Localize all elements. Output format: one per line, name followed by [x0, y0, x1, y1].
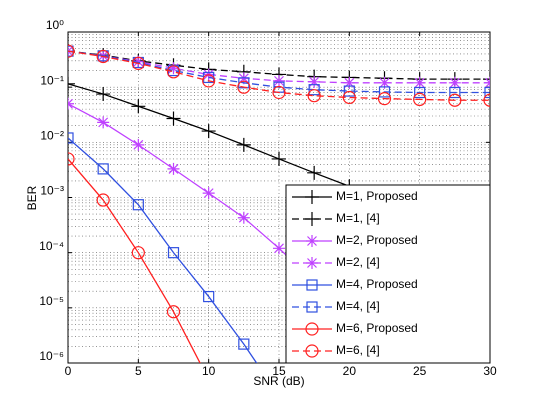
data-point — [202, 74, 216, 88]
y-tick-label: 10⁰ — [46, 18, 64, 32]
data-point — [237, 211, 250, 224]
legend-label: M=6, [4] — [336, 343, 380, 357]
data-point — [272, 151, 286, 166]
x-tick-label: 0 — [65, 364, 72, 378]
y-tick-label: 10⁻⁶ — [39, 349, 64, 363]
series-line — [68, 50, 490, 94]
data-point — [483, 93, 490, 107]
data-point — [131, 56, 145, 70]
data-point — [236, 137, 251, 152]
data-point — [132, 199, 144, 211]
data-point — [68, 97, 74, 110]
x-tick-label: 25 — [413, 364, 427, 378]
data-point — [68, 44, 75, 58]
data-point — [308, 84, 320, 96]
data-point — [68, 76, 75, 91]
data-point — [378, 86, 391, 98]
legend-label: M=2, [4] — [336, 255, 380, 269]
data-point — [307, 89, 321, 103]
data-point — [166, 305, 181, 319]
data-point — [166, 65, 181, 79]
data-point — [68, 152, 75, 166]
data-point — [96, 87, 111, 102]
x-tick-label: 20 — [343, 364, 357, 378]
legend-label: M=1, [4] — [336, 211, 380, 225]
legend-marker — [306, 257, 318, 269]
data-point — [414, 86, 426, 99]
data-point — [343, 76, 356, 89]
legend-marker — [306, 279, 318, 291]
data-point — [166, 111, 181, 126]
y-tick-label: 10⁻⁵ — [39, 294, 64, 308]
legend-label: M=2, Proposed — [336, 233, 418, 247]
x-axis-label: SNR (dB) — [253, 374, 304, 388]
data-point — [274, 391, 284, 401]
data-point — [167, 162, 180, 175]
legend-label: M=1, Proposed — [336, 189, 418, 203]
data-point — [131, 246, 145, 260]
x-tick-label: 5 — [135, 364, 142, 378]
data-point — [167, 62, 180, 75]
y-tick-label: 10⁻³ — [40, 184, 64, 198]
data-point — [167, 247, 180, 259]
data-point — [201, 124, 216, 139]
x-tick-label: 10 — [202, 364, 216, 378]
series-line — [68, 137, 258, 363]
data-point — [132, 138, 145, 151]
data-point — [237, 80, 251, 94]
data-point — [238, 338, 250, 350]
x-tick-label: 15 — [272, 364, 286, 378]
y-axis-label: BER — [25, 185, 39, 210]
legend-label: M=6, Proposed — [336, 321, 418, 335]
legend-label: M=4, [4] — [336, 299, 380, 313]
series-line — [68, 50, 490, 101]
data-point — [202, 187, 215, 200]
data-point — [307, 165, 322, 180]
y-tick-label: 10⁻¹ — [40, 73, 64, 87]
legend-marker — [306, 301, 318, 313]
legend-marker — [305, 212, 319, 226]
data-point — [96, 49, 110, 64]
data-point — [308, 75, 321, 88]
data-point — [97, 163, 109, 175]
data-point — [273, 74, 285, 87]
series-line — [68, 158, 201, 363]
data-point — [448, 76, 461, 89]
data-point — [377, 92, 392, 106]
x-tick-label: 30 — [483, 364, 497, 378]
data-point — [449, 86, 461, 99]
data-point — [203, 290, 215, 303]
data-point — [484, 86, 490, 99]
legend-box — [285, 184, 491, 364]
data-point — [68, 132, 74, 144]
legend-marker — [305, 190, 319, 204]
data-point — [131, 99, 146, 114]
data-point — [483, 72, 490, 87]
data-point — [272, 85, 286, 100]
data-point — [97, 116, 110, 129]
data-point — [448, 93, 462, 107]
data-point — [273, 242, 285, 255]
legend-label: M=4, Proposed — [336, 277, 418, 291]
legend-marker — [306, 235, 318, 247]
y-tick-label: 10⁻⁴ — [39, 239, 64, 253]
legend-marker — [305, 322, 319, 336]
data-point — [413, 92, 427, 107]
data-point — [413, 76, 426, 89]
legend: M=1, Proposed M=1, [4] M=2, Proposed M=2, [… — [285, 184, 491, 364]
y-tick-label: 10⁻² — [40, 129, 64, 143]
data-point — [342, 90, 356, 105]
data-point — [68, 45, 74, 57]
data-point — [96, 193, 110, 207]
legend-marker — [305, 344, 319, 358]
data-point — [132, 55, 145, 68]
data-point — [343, 85, 355, 97]
data-point — [378, 76, 391, 89]
